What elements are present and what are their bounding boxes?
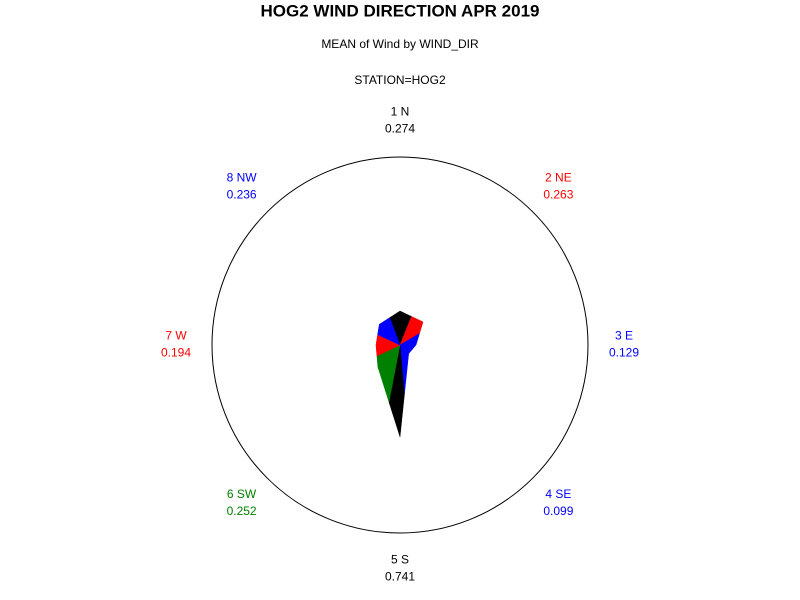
category-label: 3 E <box>615 329 633 343</box>
category-label: 8 NW <box>227 170 258 184</box>
star-wedge <box>377 317 401 346</box>
category-label: 4 SE <box>545 487 571 501</box>
chart-subtitle: MEAN of Wind by WIND_DIR <box>321 37 479 51</box>
value-label: 0.099 <box>543 504 573 518</box>
value-label: 0.741 <box>385 570 415 584</box>
category-label: 1 N <box>391 105 410 119</box>
group-label: STATION=HOG2 <box>354 73 446 87</box>
value-label: 0.236 <box>227 187 257 201</box>
value-label: 0.129 <box>609 346 639 360</box>
chart-title: HOG2 WIND DIRECTION APR 2019 <box>261 1 540 20</box>
value-label: 0.194 <box>161 346 191 360</box>
value-label: 0.274 <box>385 122 415 136</box>
value-label: 0.252 <box>227 504 257 518</box>
category-label: 7 W <box>165 329 187 343</box>
frame-circle <box>211 156 589 534</box>
value-label: 0.263 <box>543 187 573 201</box>
category-label: 2 NE <box>545 170 572 184</box>
category-label: 5 S <box>391 553 409 567</box>
category-label: 6 SW <box>227 487 257 501</box>
